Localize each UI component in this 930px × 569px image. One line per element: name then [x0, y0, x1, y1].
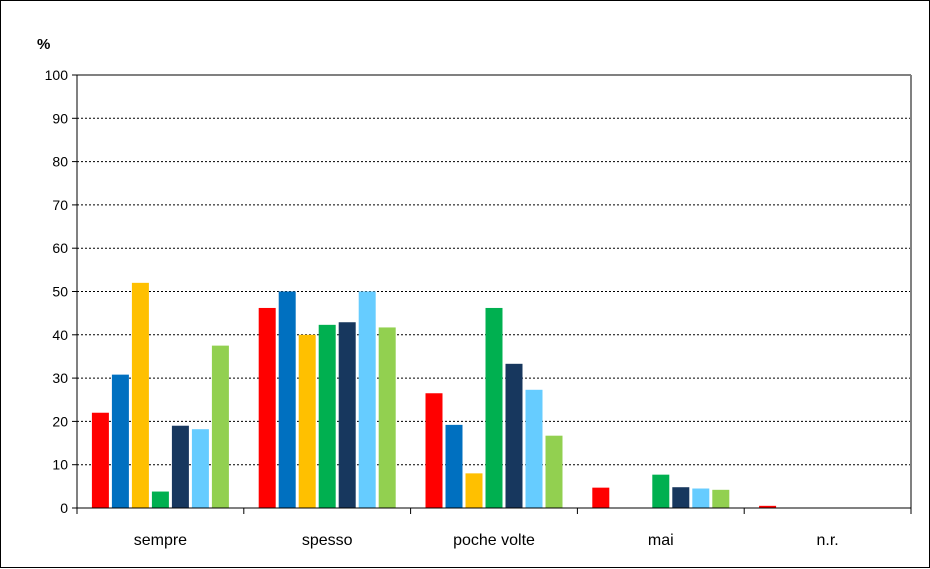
bar — [445, 424, 463, 508]
bar — [425, 393, 443, 508]
bar — [652, 474, 670, 508]
bar — [358, 291, 376, 508]
bar — [171, 425, 189, 508]
bar — [111, 374, 129, 508]
bar — [131, 282, 149, 508]
bar — [592, 487, 610, 508]
y-tick-label: 70 — [52, 197, 68, 213]
y-tick-label: 0 — [60, 500, 68, 516]
y-tick-label: 80 — [52, 154, 68, 170]
x-category-label: n.r. — [816, 532, 838, 549]
x-category-label: spesso — [302, 532, 353, 549]
bar — [151, 491, 169, 508]
bar — [465, 473, 483, 508]
y-tick-label: 50 — [52, 284, 68, 300]
bar — [672, 487, 690, 508]
x-category-label: mai — [648, 532, 674, 549]
bar — [298, 334, 316, 508]
bar — [191, 429, 209, 508]
bar — [692, 488, 710, 508]
y-tick-label: 40 — [52, 327, 68, 343]
bar — [211, 345, 229, 508]
bar — [712, 489, 730, 508]
y-tick-label: 20 — [52, 413, 68, 429]
x-category-label: poche volte — [453, 532, 535, 549]
y-tick-label: 60 — [52, 240, 68, 256]
y-tick-label: 30 — [52, 370, 68, 386]
bar — [378, 327, 396, 508]
bar — [485, 307, 503, 508]
bar — [545, 435, 563, 508]
bars — [91, 282, 777, 508]
bar — [278, 291, 296, 508]
y-tick-label: 90 — [52, 110, 68, 126]
bar — [759, 505, 777, 508]
bar — [258, 307, 276, 508]
y-unit-label: % — [37, 36, 50, 53]
x-category-label: sempre — [134, 532, 187, 549]
bar — [505, 363, 523, 508]
y-tick-label: 10 — [52, 457, 68, 473]
axes: 0 10 20 30 40 50 60 70 80 90 100 sempre spesso poche … — [45, 67, 912, 549]
bar — [91, 412, 109, 508]
bar — [318, 324, 336, 508]
bar — [338, 322, 356, 508]
y-tick-label: 100 — [45, 67, 69, 83]
bar — [525, 389, 543, 508]
